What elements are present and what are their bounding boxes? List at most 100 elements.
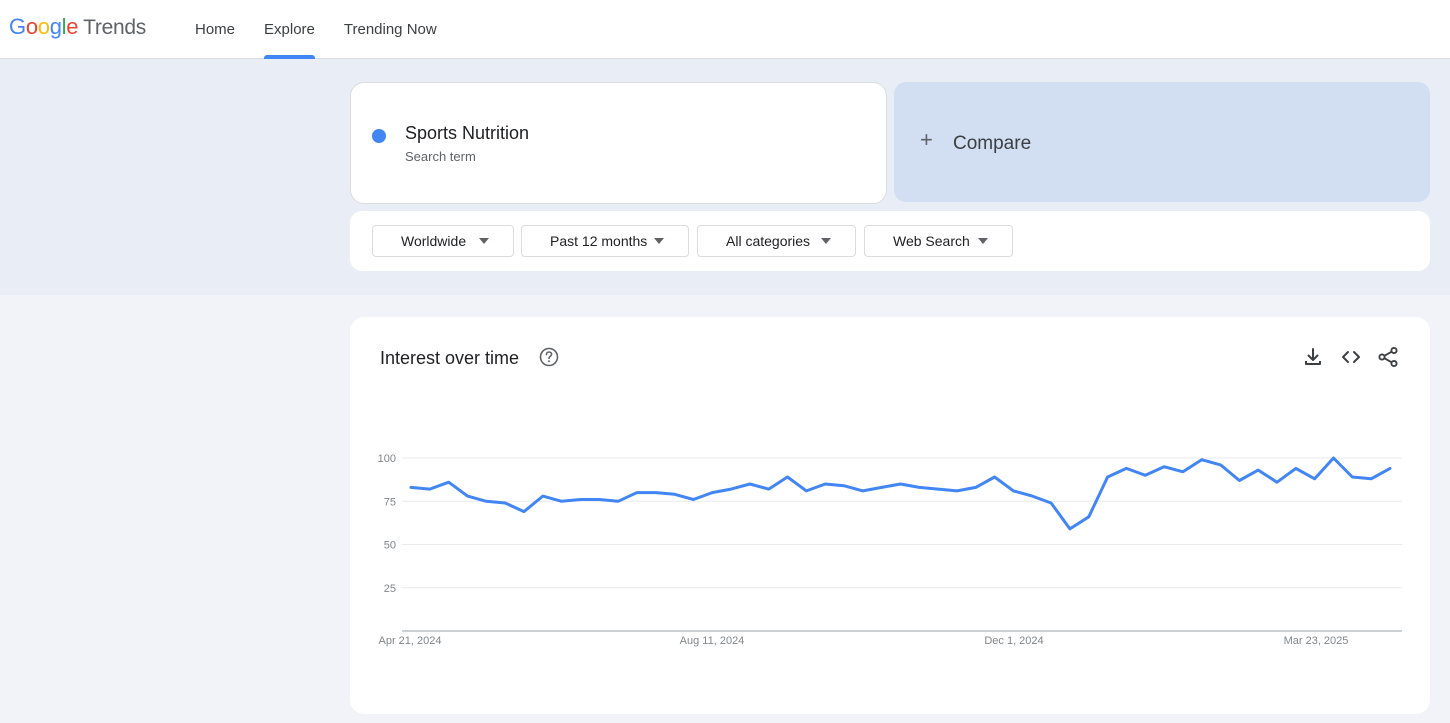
x-tick-label: Aug 11, 2024 — [680, 635, 745, 647]
top-bar: Google Trends Home Explore Trending Now — [0, 0, 1450, 59]
x-tick-label: Mar 23, 2025 — [1284, 635, 1349, 647]
google-trends-logo[interactable]: Google Trends — [9, 14, 146, 46]
data-point[interactable] — [765, 485, 773, 493]
data-point[interactable] — [727, 485, 735, 493]
nav-trending-now-label: Trending Now — [343, 21, 437, 38]
data-point[interactable] — [1104, 473, 1112, 481]
y-tick-label: 25 — [384, 583, 396, 595]
data-point[interactable] — [1028, 492, 1036, 500]
data-point[interactable] — [1198, 456, 1206, 464]
y-tick-label: 100 — [378, 453, 396, 465]
data-point[interactable] — [1179, 468, 1187, 476]
compare-button[interactable]: + Compare — [894, 82, 1430, 202]
nav-home-label: Home — [195, 21, 236, 38]
data-point[interactable] — [1066, 525, 1074, 533]
y-tick-label: 50 — [384, 540, 396, 552]
dropdown-arrow-icon — [978, 238, 988, 244]
data-point[interactable] — [821, 480, 829, 488]
y-tick-label: 75 — [384, 496, 396, 508]
data-point[interactable] — [1292, 464, 1300, 472]
nav-home[interactable]: Home — [190, 0, 240, 59]
data-point[interactable] — [614, 497, 622, 505]
google-wordmark: Google — [9, 14, 78, 40]
data-point[interactable] — [784, 473, 792, 481]
data-point[interactable] — [689, 496, 697, 504]
nav-trending-now[interactable]: Trending Now — [339, 0, 442, 59]
share-icon[interactable] — [1376, 345, 1400, 369]
data-point[interactable] — [482, 497, 490, 505]
interest-over-time-card: Interest over time 25 50 75 100 Apr 21, 2024… — [350, 317, 1430, 714]
logo-letter: l — [61, 14, 67, 39]
interest-line-chart: 25 50 75 100 Apr 21, 2024 Aug 11, 2024 Dec 1, … — [378, 453, 1402, 647]
data-point[interactable] — [1367, 475, 1375, 483]
data-point[interactable] — [652, 489, 660, 497]
data-point[interactable] — [464, 492, 472, 500]
data-point[interactable] — [991, 473, 999, 481]
data-point[interactable] — [1122, 464, 1130, 472]
data-point[interactable] — [1160, 463, 1168, 471]
series-line-sports-nutrition[interactable] — [409, 456, 1392, 531]
logo-letter: o — [25, 14, 38, 39]
data-point[interactable] — [878, 483, 886, 491]
time-range-value: Past 12 months — [550, 233, 648, 249]
data-point[interactable] — [520, 508, 528, 516]
category-dropdown[interactable]: All categories — [697, 225, 856, 257]
property-dropdown[interactable]: Web Search — [864, 225, 1013, 257]
compare-label: Compare — [953, 133, 1032, 154]
data-point[interactable] — [859, 487, 867, 495]
data-point[interactable] — [501, 499, 509, 507]
logo-letter: g — [49, 14, 62, 39]
data-point[interactable] — [539, 492, 547, 500]
data-point[interactable] — [1217, 461, 1225, 469]
data-point[interactable] — [1348, 473, 1356, 481]
embed-icon[interactable] — [1339, 345, 1363, 369]
data-point[interactable] — [1273, 478, 1281, 486]
dropdown-arrow-icon — [821, 238, 831, 244]
data-point[interactable] — [1085, 513, 1093, 521]
chart-title: Interest over time — [380, 348, 520, 368]
property-value: Web Search — [893, 233, 970, 249]
logo-letter: e — [66, 14, 79, 39]
data-point[interactable] — [953, 487, 961, 495]
data-point[interactable] — [802, 487, 810, 495]
data-point[interactable] — [576, 496, 584, 504]
data-point[interactable] — [1141, 471, 1149, 479]
data-point[interactable] — [1010, 487, 1018, 495]
data-point[interactable] — [558, 497, 566, 505]
nav-explore-label: Explore — [264, 21, 315, 38]
x-tick-label: Apr 21, 2024 — [379, 635, 442, 647]
logo-letter: o — [37, 14, 50, 39]
nav-explore[interactable]: Explore — [259, 0, 320, 59]
data-point[interactable] — [633, 489, 641, 497]
download-icon[interactable] — [1301, 345, 1325, 369]
x-tick-label: Dec 1, 2024 — [984, 635, 1043, 647]
data-point[interactable] — [708, 489, 716, 497]
logo-letter: G — [9, 14, 26, 39]
data-point[interactable] — [595, 496, 603, 504]
dropdown-arrow-icon — [479, 238, 489, 244]
data-point[interactable] — [1254, 466, 1262, 474]
data-point[interactable] — [934, 485, 942, 493]
data-point[interactable] — [671, 490, 679, 498]
data-point[interactable] — [1235, 477, 1243, 485]
data-point[interactable] — [407, 483, 415, 491]
data-point[interactable] — [1311, 475, 1319, 483]
data-point[interactable] — [426, 485, 434, 493]
data-point[interactable] — [1386, 464, 1394, 472]
data-point[interactable] — [746, 480, 754, 488]
region-value: Worldwide — [401, 233, 467, 249]
data-point[interactable] — [445, 478, 453, 486]
data-point[interactable] — [1330, 454, 1338, 462]
data-point[interactable] — [972, 483, 980, 491]
data-point[interactable] — [840, 482, 848, 490]
region-dropdown[interactable]: Worldwide — [372, 225, 514, 257]
data-point[interactable] — [897, 480, 905, 488]
category-value: All categories — [726, 233, 811, 249]
data-point[interactable] — [1047, 499, 1055, 507]
filter-bar: Worldwide Past 12 months All categories … — [350, 211, 1430, 271]
data-point[interactable] — [915, 483, 923, 491]
help-icon[interactable] — [539, 347, 559, 367]
time-range-dropdown[interactable]: Past 12 months — [521, 225, 689, 257]
search-term-card[interactable]: Sports Nutrition Search term — [350, 82, 887, 204]
search-term-name[interactable]: Sports Nutrition — [405, 123, 530, 143]
